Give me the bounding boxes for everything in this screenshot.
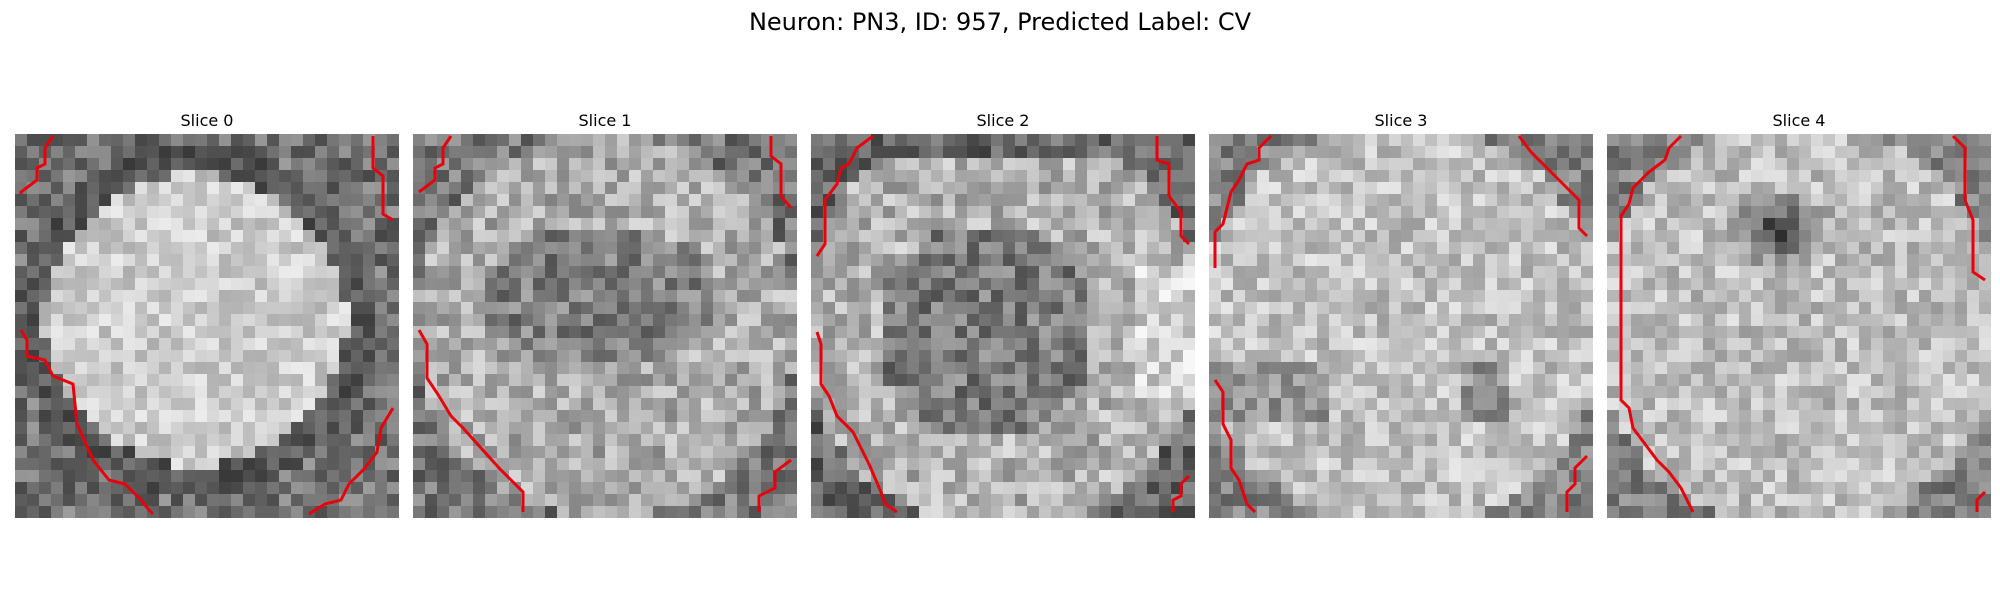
figure-title: Neuron: PN3, ID: 957, Predicted Label: C… — [748, 8, 1252, 36]
contour-line — [757, 458, 792, 512]
slice-title: Slice 2 — [976, 111, 1030, 130]
contour-line — [19, 135, 55, 194]
slice-panel-1: Slice 1 — [413, 108, 797, 518]
contour-line — [1951, 134, 1986, 282]
slice-panel-0: Slice 0 — [15, 108, 399, 518]
contour-line — [1171, 474, 1191, 512]
contour-line — [1155, 136, 1191, 246]
slice-title: Slice 3 — [1374, 111, 1428, 130]
contour-line — [1619, 134, 1695, 513]
slice-panel-4: Slice 4 — [1607, 108, 1991, 518]
contour-line — [371, 136, 394, 222]
contour-line — [1213, 134, 1273, 268]
contour-line — [1517, 135, 1589, 238]
slice-panel-3: Slice 3 — [1209, 108, 1593, 518]
slice-title: Slice 1 — [578, 111, 632, 130]
slice-image-0 — [15, 134, 399, 518]
slice-image-3 — [1209, 134, 1593, 518]
contour-line — [1565, 454, 1589, 512]
contour-line — [1975, 490, 1987, 512]
contour-line — [815, 134, 874, 257]
contour-line — [308, 407, 395, 516]
contour-line — [417, 329, 525, 512]
contour-line — [19, 329, 155, 516]
slice-image-2 — [811, 134, 1195, 518]
contour-line — [418, 135, 453, 194]
contour-line — [1213, 379, 1257, 514]
slice-title: Slice 4 — [1772, 111, 1826, 130]
slice-title: Slice 0 — [180, 111, 234, 130]
contour-line — [815, 331, 898, 514]
slice-image-1 — [413, 134, 797, 518]
slice-image-4 — [1607, 134, 1991, 518]
slice-panel-2: Slice 2 — [811, 108, 1195, 518]
contour-line — [769, 136, 793, 209]
